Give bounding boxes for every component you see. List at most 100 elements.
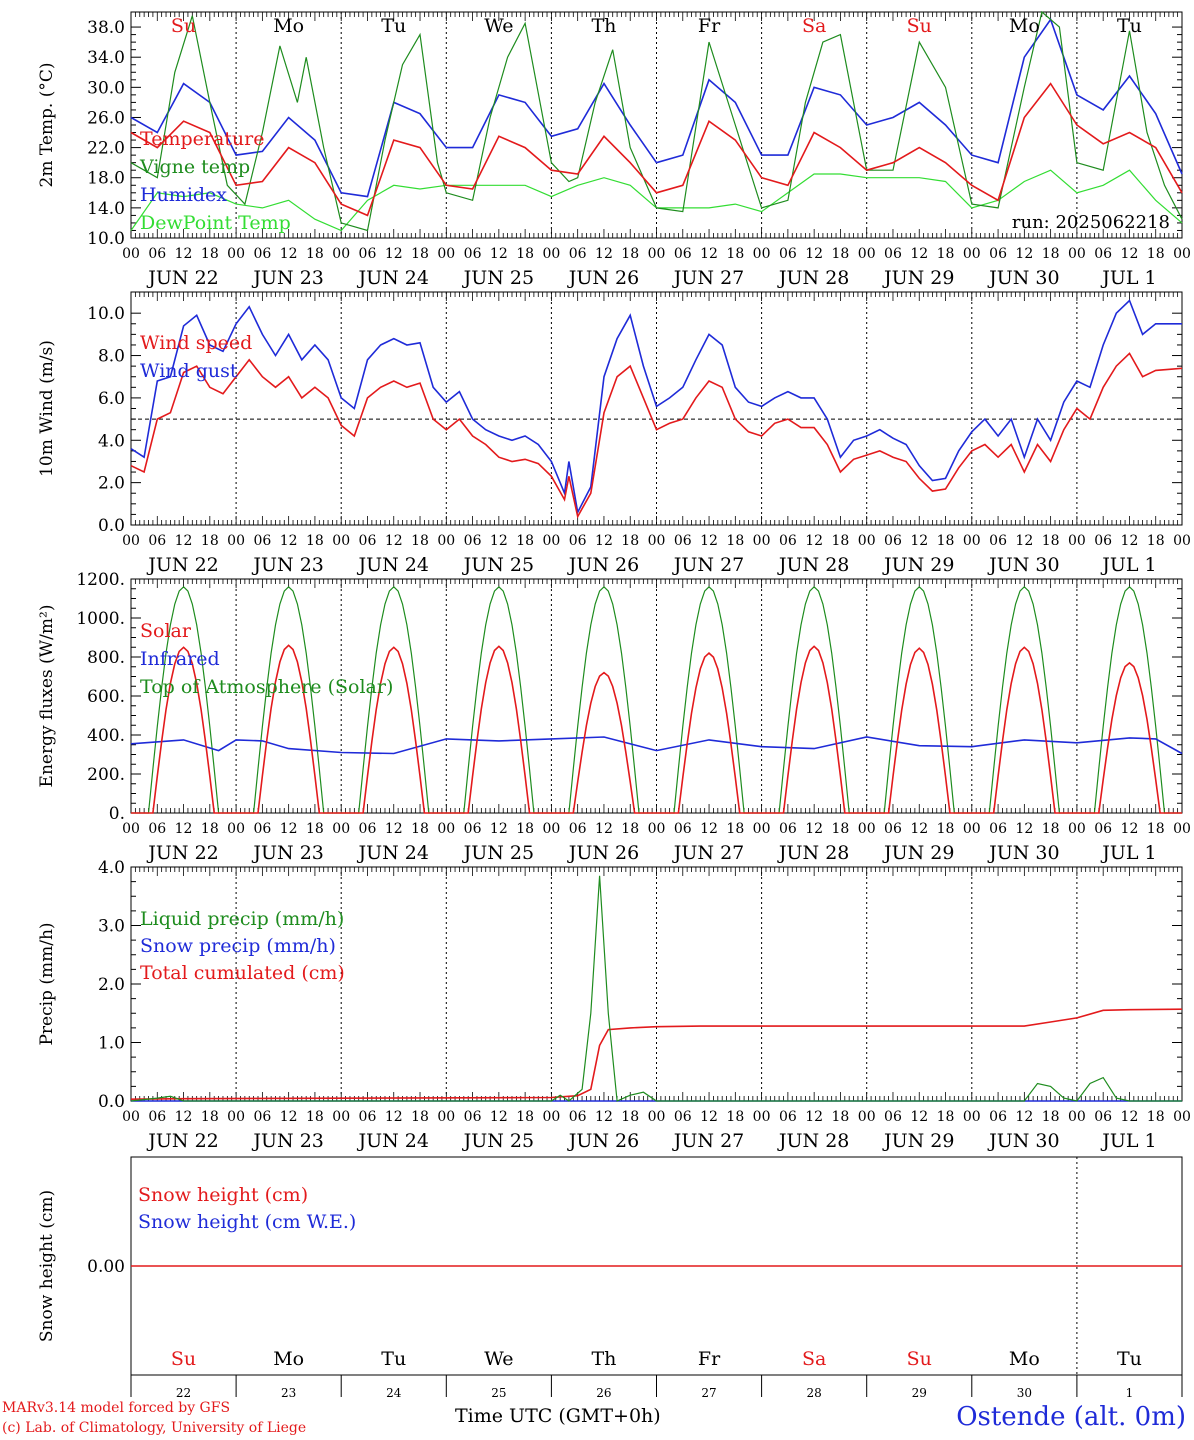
hour-tick-label: 00 bbox=[1173, 246, 1191, 262]
hour-tick-label: 18 bbox=[306, 533, 324, 549]
hour-tick-label: 00 bbox=[858, 533, 876, 549]
weekday-label: Th bbox=[591, 15, 616, 37]
series-line-infrared bbox=[130, 736, 1183, 755]
hour-tick-label: 12 bbox=[1121, 1109, 1139, 1125]
day-number-label: 29 bbox=[912, 1386, 927, 1400]
hour-tick-label: 06 bbox=[569, 533, 587, 549]
hour-tick-label: 12 bbox=[175, 821, 193, 837]
hour-tick-label: 18 bbox=[832, 246, 850, 262]
legend-entry: Total cumulated (cm) bbox=[140, 962, 345, 984]
weekday-label: Tu bbox=[1117, 1348, 1142, 1370]
hour-tick-label: 18 bbox=[306, 821, 324, 837]
weekday-label: Tu bbox=[381, 15, 406, 37]
date-label: JUN 22 bbox=[146, 267, 218, 289]
date-label: JUN 22 bbox=[146, 842, 218, 864]
hour-tick-label: 18 bbox=[201, 821, 219, 837]
series-line-wind-speed bbox=[130, 352, 1183, 519]
date-label: JUN 24 bbox=[357, 554, 429, 576]
hour-tick-label: 18 bbox=[726, 1109, 744, 1125]
panel-wind bbox=[130, 291, 1183, 526]
y-tick-label: 14.0 bbox=[87, 199, 125, 219]
hour-tick-label: 06 bbox=[359, 1109, 377, 1125]
date-label: JUN 27 bbox=[672, 842, 744, 864]
hour-tick-label: 18 bbox=[1147, 821, 1165, 837]
legend-entry: Wind gust bbox=[140, 360, 238, 382]
hour-tick-label: 00 bbox=[332, 533, 350, 549]
date-label: JUN 25 bbox=[462, 842, 534, 864]
hour-tick-label: 00 bbox=[332, 821, 350, 837]
hour-tick-label: 00 bbox=[648, 533, 666, 549]
hour-tick-label: 18 bbox=[937, 821, 955, 837]
y-tick-label: 26.0 bbox=[87, 108, 125, 128]
hour-tick-label: 00 bbox=[1068, 1109, 1086, 1125]
day-number-label: 27 bbox=[701, 1386, 716, 1400]
hour-tick-label: 12 bbox=[385, 246, 403, 262]
day-number-label: 28 bbox=[807, 1386, 822, 1400]
day-number-label: 30 bbox=[1017, 1386, 1032, 1400]
hour-tick-label: 06 bbox=[779, 246, 797, 262]
hour-tick-label: 12 bbox=[805, 246, 823, 262]
hour-tick-label: 00 bbox=[1173, 533, 1191, 549]
hour-tick-label: 00 bbox=[963, 821, 981, 837]
series-line-total-cumulated-cm- bbox=[130, 1008, 1183, 1100]
hour-tick-label: 00 bbox=[963, 1109, 981, 1125]
hour-tick-label: 18 bbox=[1042, 246, 1060, 262]
date-label: JUL 1 bbox=[1100, 554, 1156, 576]
hour-tick-label: 18 bbox=[1147, 1109, 1165, 1125]
hour-tick-label: 12 bbox=[700, 246, 718, 262]
date-label: JUN 23 bbox=[251, 267, 323, 289]
hour-tick-label: 18 bbox=[1042, 533, 1060, 549]
hour-tick-label: 06 bbox=[674, 246, 692, 262]
y-tick-label: 0.0 bbox=[98, 516, 125, 536]
y-tick-label: 1.0 bbox=[98, 1034, 125, 1054]
date-label: JUN 29 bbox=[882, 842, 954, 864]
hour-tick-label: 18 bbox=[306, 1109, 324, 1125]
hour-tick-label: 12 bbox=[595, 821, 613, 837]
y-axis-label: 10m Wind (m/s) bbox=[37, 340, 57, 477]
hour-tick-label: 06 bbox=[989, 821, 1007, 837]
date-label: JUN 23 bbox=[251, 554, 323, 576]
hour-tick-label: 00 bbox=[332, 246, 350, 262]
hour-tick-label: 12 bbox=[700, 533, 718, 549]
hour-tick-label: 00 bbox=[542, 246, 560, 262]
hour-tick-label: 12 bbox=[595, 533, 613, 549]
hour-tick-label: 00 bbox=[1068, 821, 1086, 837]
y-tick-label: 3.0 bbox=[98, 917, 125, 937]
y-tick-label: 38.0 bbox=[87, 18, 125, 38]
hour-tick-label: 06 bbox=[779, 1109, 797, 1125]
hour-tick-label: 12 bbox=[805, 821, 823, 837]
hour-tick-label: 18 bbox=[726, 533, 744, 549]
hour-tick-label: 12 bbox=[490, 533, 508, 549]
panel-energy bbox=[130, 578, 1183, 814]
hour-tick-label: 12 bbox=[490, 821, 508, 837]
hour-tick-label: 06 bbox=[779, 821, 797, 837]
hour-tick-label: 00 bbox=[963, 246, 981, 262]
day-number-label: 25 bbox=[491, 1386, 506, 1400]
hour-tick-label: 12 bbox=[1015, 1109, 1033, 1125]
hour-tick-label: 12 bbox=[385, 1109, 403, 1125]
hour-tick-label: 00 bbox=[753, 821, 771, 837]
hour-tick-label: 12 bbox=[595, 246, 613, 262]
y-tick-label: 10.0 bbox=[87, 229, 125, 249]
hour-tick-label: 00 bbox=[437, 533, 455, 549]
panel-frame bbox=[130, 11, 1183, 239]
y-tick-label: 6.0 bbox=[98, 389, 125, 409]
hour-tick-label: 12 bbox=[805, 1109, 823, 1125]
hour-tick-label: 12 bbox=[1121, 533, 1139, 549]
hour-tick-label: 06 bbox=[569, 246, 587, 262]
hour-tick-label: 06 bbox=[989, 246, 1007, 262]
hour-tick-label: 18 bbox=[937, 246, 955, 262]
hour-tick-label: 18 bbox=[516, 821, 534, 837]
hour-tick-label: 12 bbox=[175, 246, 193, 262]
hour-tick-label: 06 bbox=[464, 533, 482, 549]
hour-tick-label: 18 bbox=[621, 821, 639, 837]
day-number-label: 24 bbox=[386, 1386, 402, 1400]
hour-tick-label: 00 bbox=[227, 1109, 245, 1125]
y-tick-label: 18.0 bbox=[87, 169, 125, 189]
hour-tick-label: 18 bbox=[726, 821, 744, 837]
hour-tick-label: 06 bbox=[359, 821, 377, 837]
hour-tick-label: 06 bbox=[148, 1109, 166, 1125]
legend-entry: DewPoint Temp bbox=[140, 212, 291, 234]
y-tick-label: 1200. bbox=[76, 570, 125, 590]
